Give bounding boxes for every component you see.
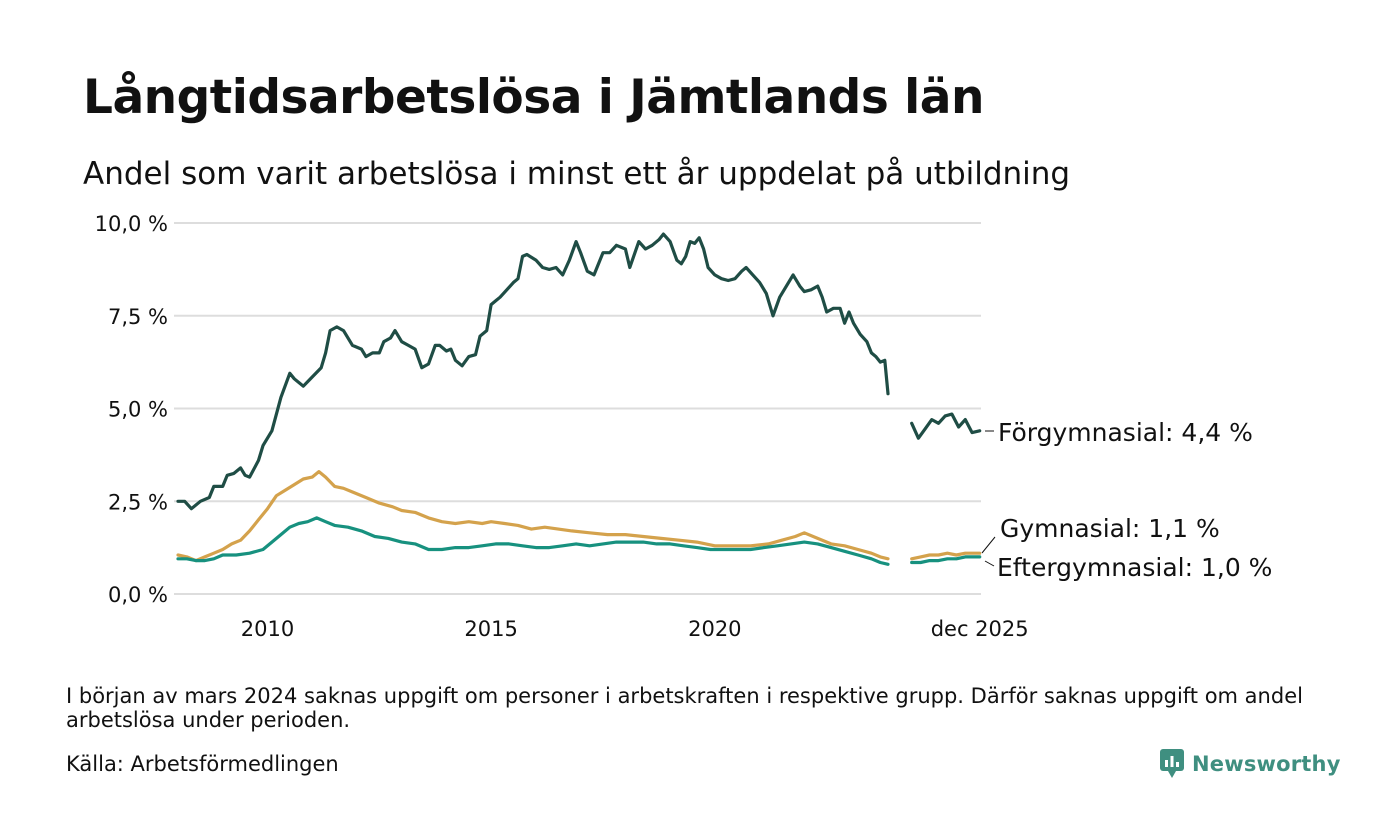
newsworthy-logo[interactable]: Newsworthy (1159, 748, 1341, 780)
y-tick-label: 7,5 % (108, 305, 168, 329)
footnote: I början av mars 2024 saknas uppgift om … (66, 684, 1303, 732)
y-axis-tick-labels: 0,0 % 2,5 % 5,0 % 7,5 % 10,0 % (95, 212, 168, 607)
x-axis-tick-labels: 2010 2015 2020 dec 2025 (241, 617, 1029, 641)
leader-line-eftergymnasial (984, 560, 995, 567)
x-tick-label: 2015 (464, 617, 517, 641)
newsworthy-logo-icon (1160, 749, 1184, 778)
chart-title: Långtidsarbetslösa i Jämtlands län (83, 70, 984, 125)
grid-lines (174, 222, 981, 595)
y-tick-label: 10,0 % (95, 212, 168, 236)
series-end-label-gymnasial: Gymnasial: 1,1 % (1000, 514, 1220, 543)
source-label: Källa: Arbetsförmedlingen (66, 752, 339, 776)
series-lines (176, 232, 982, 566)
newsworthy-logo-text: Newsworthy (1192, 752, 1341, 776)
leader-line-gymnasial (981, 536, 996, 554)
series-line-eftergymnasial (176, 516, 982, 566)
series-end-label-förgymnasial: Förgymnasial: 4,4 % (998, 418, 1253, 447)
series-line-förgymnasial (176, 232, 982, 511)
y-tick-label: 2,5 % (108, 490, 168, 514)
series-end-labels: Förgymnasial: 4,4 % Gymnasial: 1,1 % Efter… (981, 418, 1272, 582)
series-end-label-eftergymnasial: Eftergymnasial: 1,0 % (997, 553, 1272, 582)
x-tick-label: 2020 (688, 617, 741, 641)
x-tick-label: 2010 (241, 617, 294, 641)
chart-subtitle: Andel som varit arbetslösa i minst ett å… (83, 156, 1071, 192)
series-line-gymnasial (176, 470, 982, 563)
line-chart: 0,0 % 2,5 % 5,0 % 7,5 % 10,0 % 2010 2015 2020 d… (95, 212, 1273, 641)
x-tick-label: dec 2025 (931, 617, 1029, 641)
y-tick-label: 5,0 % (108, 398, 168, 422)
y-tick-label: 0,0 % (108, 583, 168, 607)
